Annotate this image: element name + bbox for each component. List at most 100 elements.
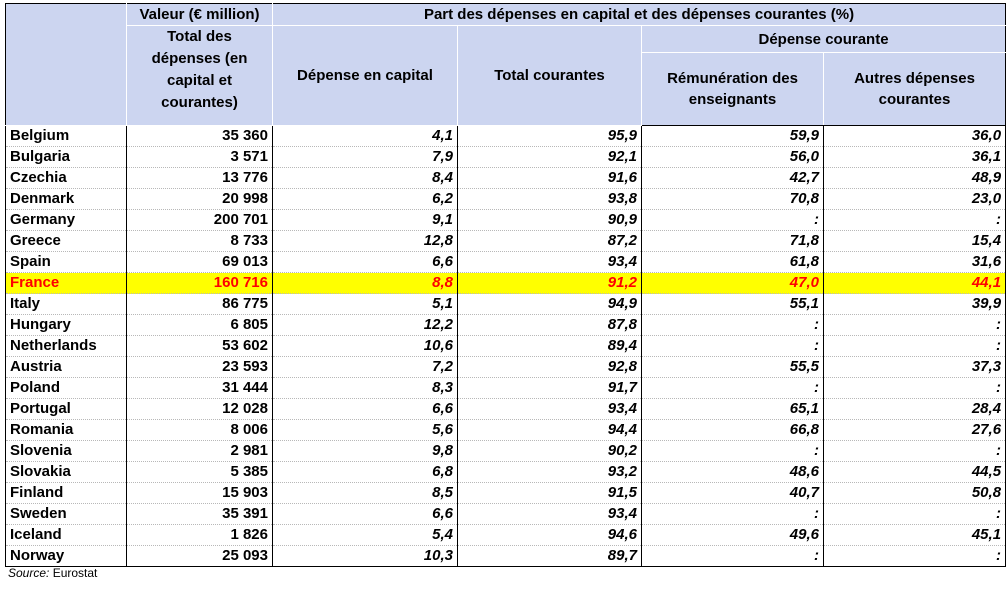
autres-cell: :: [822, 209, 1007, 231]
total-cell: 31 444: [126, 377, 273, 399]
country-cell: Netherlands: [5, 335, 127, 357]
capital-cell: 5,6: [272, 419, 458, 441]
total-cell: 69 013: [126, 251, 273, 273]
header-remuneration: Rémunération des enseignants: [641, 52, 824, 126]
total-cell: 53 602: [126, 335, 273, 357]
table-row: Austria 23 593 7,2 92,8 55,5 37,3: [5, 356, 1007, 378]
courantes-cell: 91,6: [457, 167, 642, 189]
courantes-cell: 93,8: [457, 188, 642, 210]
total-cell: 13 776: [126, 167, 273, 189]
autres-cell: :: [822, 545, 1007, 567]
total-cell: 20 998: [126, 188, 273, 210]
expenditure-table: Valeur (€ million) Part des dépenses en …: [5, 3, 1007, 567]
country-cell: Finland: [5, 482, 127, 504]
total-cell: 23 593: [126, 356, 273, 378]
table-row: Bulgaria 3 571 7,9 92,1 56,0 36,1: [5, 146, 1007, 168]
courantes-cell: 93,4: [457, 251, 642, 273]
courantes-cell: 94,4: [457, 419, 642, 441]
capital-cell: 8,8: [272, 272, 458, 294]
remuneration-cell: 71,8: [641, 230, 824, 252]
remuneration-cell: 48,6: [641, 461, 824, 483]
remuneration-cell: :: [641, 545, 824, 567]
table-row: Italy 86 775 5,1 94,9 55,1 39,9: [5, 293, 1007, 315]
capital-cell: 5,1: [272, 293, 458, 315]
table-row: Greece 8 733 12,8 87,2 71,8 15,4: [5, 230, 1007, 252]
header-part: Part des dépenses en capital et des dépe…: [271, 3, 1007, 26]
autres-cell: 36,1: [822, 146, 1007, 168]
remuneration-cell: :: [641, 377, 824, 399]
total-cell: 6 805: [126, 314, 273, 336]
total-cell: 12 028: [126, 398, 273, 420]
header-corner: [5, 3, 127, 126]
autres-cell: :: [822, 314, 1007, 336]
autres-cell: 44,5: [822, 461, 1007, 483]
table-row: Denmark 20 998 6,2 93,8 70,8 23,0: [5, 188, 1007, 210]
courantes-cell: 87,8: [457, 314, 642, 336]
table-row: Norway 25 093 10,3 89,7::: [5, 545, 1007, 567]
total-cell: 3 571: [126, 146, 273, 168]
autres-cell: 28,4: [822, 398, 1007, 420]
capital-cell: 12,8: [272, 230, 458, 252]
total-cell: 86 775: [126, 293, 273, 315]
remuneration-cell: :: [641, 335, 824, 357]
capital-cell: 9,1: [272, 209, 458, 231]
remuneration-cell: 40,7: [641, 482, 824, 504]
country-cell: Romania: [5, 419, 127, 441]
total-cell: 5 385: [126, 461, 273, 483]
table-row: Romania 8 006 5,6 94,4 66,8 27,6: [5, 419, 1007, 441]
courantes-cell: 95,9: [457, 125, 642, 147]
remuneration-cell: 56,0: [641, 146, 824, 168]
country-cell: France: [5, 272, 127, 294]
table-row: Belgium 35 360 4,1 95,9 59,9 36,0: [5, 125, 1007, 147]
capital-cell: 6,6: [272, 503, 458, 525]
remuneration-cell: :: [641, 503, 824, 525]
table-body: Belgium 35 360 4,1 95,9 59,9 36,0 Bulgaria 3 57…: [5, 125, 1007, 567]
country-cell: Italy: [5, 293, 127, 315]
table-row: Sweden 35 391 6,6 93,4::: [5, 503, 1007, 525]
country-cell: Bulgaria: [5, 146, 127, 168]
remuneration-cell: 66,8: [641, 419, 824, 441]
courantes-cell: 93,4: [457, 398, 642, 420]
total-cell: 200 701: [126, 209, 273, 231]
country-cell: Spain: [5, 251, 127, 273]
capital-cell: 8,4: [272, 167, 458, 189]
capital-cell: 6,2: [272, 188, 458, 210]
table-row: Netherlands 53 602 10,6 89,4::: [5, 335, 1007, 357]
remuneration-cell: 55,5: [641, 356, 824, 378]
courantes-cell: 92,1: [457, 146, 642, 168]
table-row: Hungary 6 805 12,2 87,8::: [5, 314, 1007, 336]
capital-cell: 6,8: [272, 461, 458, 483]
capital-cell: 6,6: [272, 398, 458, 420]
autres-cell: 48,9: [822, 167, 1007, 189]
autres-cell: 39,9: [822, 293, 1007, 315]
total-cell: 2 981: [126, 440, 273, 462]
header-total-depenses: Total des dépenses (en capital et couran…: [126, 25, 273, 126]
table-row: Czechia 13 776 8,4 91,6 42,7 48,9: [5, 167, 1007, 189]
capital-cell: 10,6: [272, 335, 458, 357]
table-row: Poland 31 444 8,3 91,7::: [5, 377, 1007, 399]
capital-cell: 9,8: [272, 440, 458, 462]
capital-cell: 4,1: [272, 125, 458, 147]
capital-cell: 12,2: [272, 314, 458, 336]
country-cell: Poland: [5, 377, 127, 399]
country-cell: Iceland: [5, 524, 127, 546]
remuneration-cell: 65,1: [641, 398, 824, 420]
remuneration-cell: 55,1: [641, 293, 824, 315]
capital-cell: 8,3: [272, 377, 458, 399]
table-row: Slovakia 5 385 6,8 93,2 48,6 44,5: [5, 461, 1007, 483]
capital-cell: 7,9: [272, 146, 458, 168]
courantes-cell: 91,5: [457, 482, 642, 504]
autres-cell: 23,0: [822, 188, 1007, 210]
capital-cell: 5,4: [272, 524, 458, 546]
remuneration-cell: 70,8: [641, 188, 824, 210]
source-note: Source: Eurostat: [8, 566, 97, 580]
autres-cell: :: [822, 440, 1007, 462]
autres-cell: 37,3: [822, 356, 1007, 378]
autres-cell: :: [822, 503, 1007, 525]
autres-cell: :: [822, 335, 1007, 357]
autres-cell: 15,4: [822, 230, 1007, 252]
country-cell: Hungary: [5, 314, 127, 336]
remuneration-cell: 59,9: [641, 125, 824, 147]
remuneration-cell: :: [641, 314, 824, 336]
country-cell: Norway: [5, 545, 127, 567]
